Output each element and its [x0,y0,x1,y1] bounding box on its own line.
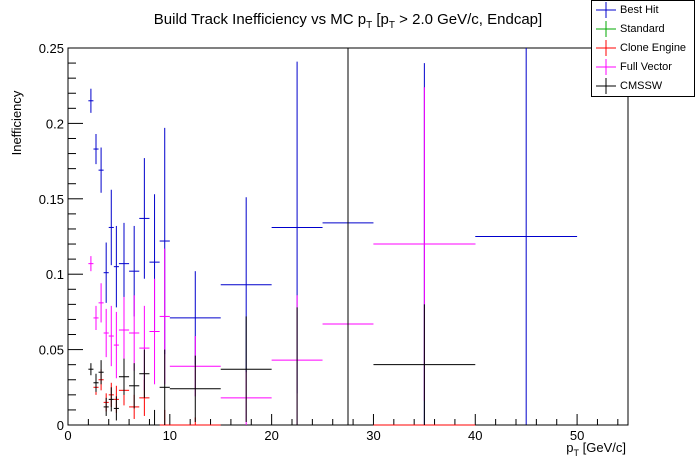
legend-marker-standard [596,21,616,37]
x-tick-label: 0 [64,428,71,443]
y-tick-label: 0.15 [39,192,64,207]
legend-marker-cmssw [596,78,616,94]
legend-item-full-vector: Full Vector [592,58,694,77]
x-tick-label: 30 [366,428,380,443]
chart-title: Build Track Inefficiency vs MC pT [pT > … [154,11,542,31]
legend-label-cmssw: CMSSW [620,80,663,92]
legend-marker-clone-engine [596,40,616,56]
x-tick-label: 40 [468,428,482,443]
title-main: Build Track Inefficiency vs MC p [154,11,366,28]
x-tick-label: 10 [163,428,177,443]
legend: Best Hit Standard Clone Engine Full Vect… [591,0,695,97]
title-mid: [p [372,11,389,28]
title-sub1: T [366,20,372,31]
legend-item-cmssw: CMSSW [592,77,694,96]
x-axis-label: pT [GeV/c] [566,440,626,458]
legend-item-best-hit: Best Hit [592,1,694,20]
legend-marker-best-hit [596,2,616,18]
y-tick-label: 0.25 [39,41,64,56]
y-axis-label: Inefficiency [9,90,24,155]
xlabel-sub: T [574,448,580,458]
y-tick-label: 0.2 [46,116,64,131]
series-clone-engine [93,369,476,426]
y-tick-label: 0.05 [39,343,64,358]
y-tick-label: 0.1 [46,267,64,282]
series-cmssw [88,48,578,426]
x-tick-label: 50 [570,428,584,443]
title-end: > 2.0 GeV/c, Endcap] [395,11,542,28]
legend-marker-full-vector [596,59,616,75]
legend-item-clone-engine: Clone Engine [592,39,694,58]
y-tick-label: 0 [57,418,64,433]
legend-label-best-hit: Best Hit [620,4,659,16]
x-tick-label: 20 [264,428,278,443]
title-sub2: T [389,20,395,31]
series-full-vector [88,87,476,425]
legend-label-full-vector: Full Vector [620,61,672,73]
xlabel-main: p [566,440,573,455]
xlabel-unit: [GeV/c] [579,440,626,455]
legend-label-clone-engine: Clone Engine [620,42,687,54]
legend-item-standard: Standard [592,20,694,39]
legend-label-standard: Standard [620,23,665,35]
series-best-hit [88,48,578,425]
